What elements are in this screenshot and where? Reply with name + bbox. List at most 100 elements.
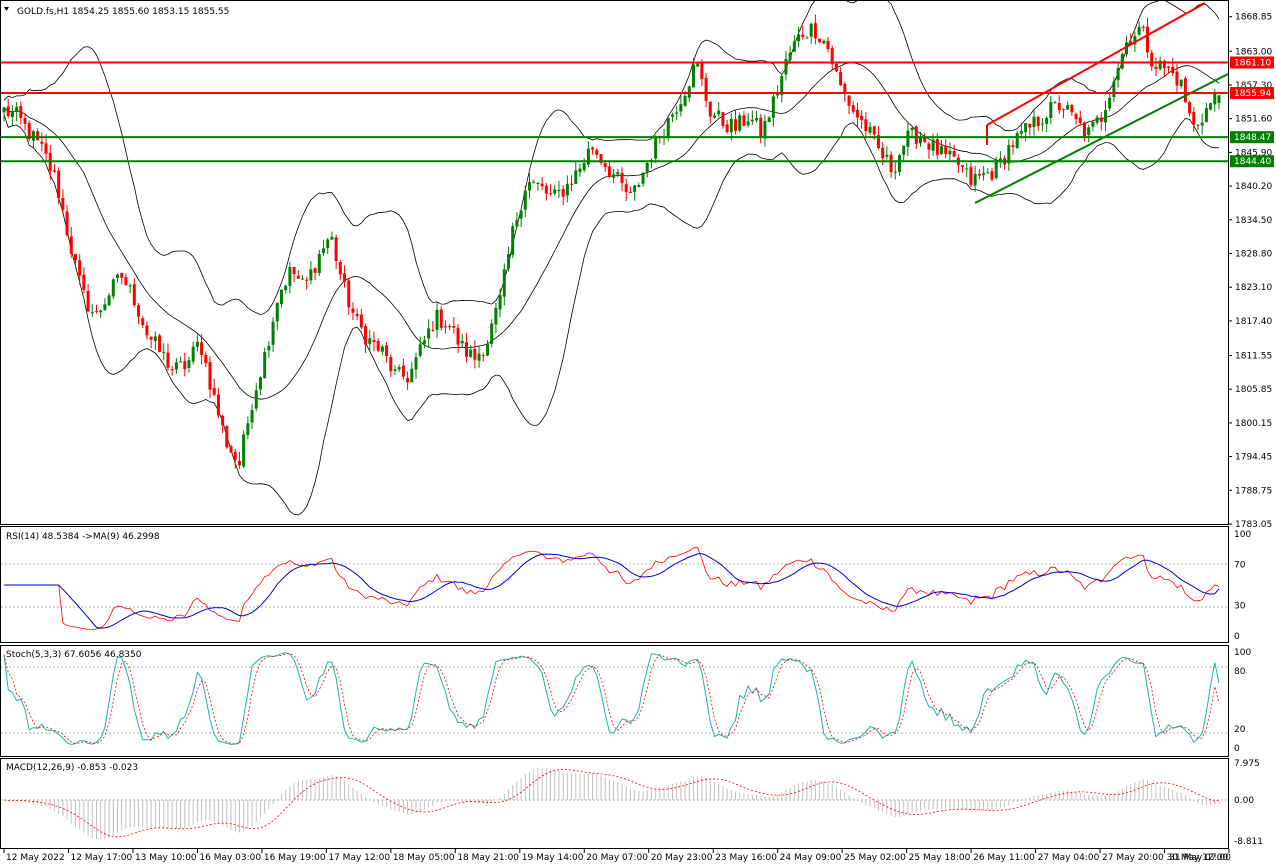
price-tick-label: 1817.40 xyxy=(1235,317,1272,327)
candle-bull xyxy=(469,349,473,357)
candle-bull xyxy=(1049,101,1053,119)
candle-bear xyxy=(40,141,44,144)
candle-bear xyxy=(204,355,208,364)
price-tick-label: 1823.10 xyxy=(1235,283,1272,293)
candle-bear xyxy=(481,355,485,357)
candle-bull xyxy=(2,107,6,113)
candle-bull xyxy=(763,120,767,139)
candle-bear xyxy=(1141,26,1145,28)
candle-bull xyxy=(788,52,792,60)
candle-bull xyxy=(532,181,536,183)
price-axis: 1868.85 1863.00 1857.30 1851.60 1845.90 1840.… xyxy=(1228,13,1272,530)
candle-bear xyxy=(1129,41,1133,45)
candle-bull xyxy=(986,172,990,174)
rsi-axis-label: 70 xyxy=(1234,561,1246,571)
candle-bull xyxy=(767,117,771,122)
rsi-axis-label: 30 xyxy=(1234,601,1246,611)
candle-bull xyxy=(902,145,906,155)
band-upper-line xyxy=(3,0,1220,316)
candle-bear xyxy=(872,126,876,135)
price-tick-label: 1788.75 xyxy=(1235,486,1272,496)
candle-bear xyxy=(57,170,61,199)
candle-bull xyxy=(288,267,292,286)
candle-bull xyxy=(271,321,275,345)
candle-bear xyxy=(36,131,40,141)
candle-bull xyxy=(393,369,397,371)
candle-bear xyxy=(334,237,338,261)
candle-bear xyxy=(1061,108,1065,110)
time-tick-label: 20 May 07:00 xyxy=(586,853,648,863)
candle-bear xyxy=(132,284,136,306)
rsi-axis: 100 70 30 0 xyxy=(1234,530,1251,642)
candle-bear xyxy=(847,95,851,106)
candle-bear xyxy=(61,198,65,210)
candle-bull xyxy=(1179,79,1183,87)
candle-bear xyxy=(158,335,162,352)
candle-bull xyxy=(965,168,969,170)
level-tag-label: 1855.94 xyxy=(1234,89,1271,99)
candle-bear xyxy=(969,167,973,185)
macd-axis-label: 7.975 xyxy=(1234,759,1260,769)
main-header-label: GOLD.fs,H1 1854.25 1855.60 1853.15 1855.… xyxy=(17,7,229,17)
candle-bull xyxy=(275,302,279,322)
candle-bull xyxy=(242,434,246,467)
candle-bull xyxy=(696,63,700,67)
candle-bear xyxy=(881,147,885,159)
candle-bear xyxy=(456,328,460,345)
candle-bull xyxy=(654,136,658,159)
candle-bull xyxy=(528,182,532,191)
level-tag-label: 1844.40 xyxy=(1234,157,1271,167)
candle-bull xyxy=(1095,117,1099,123)
price-tick-label: 1840.20 xyxy=(1235,182,1272,192)
candle-bear xyxy=(78,260,82,276)
stoch-axis-label: 20 xyxy=(1234,725,1246,735)
candle-bull xyxy=(460,340,464,344)
candle-bull xyxy=(683,95,687,106)
level-tag-box xyxy=(1230,131,1274,144)
candle-bear xyxy=(137,305,141,317)
candle-bear xyxy=(86,290,90,312)
time-tick-label: 31 May 07:00 xyxy=(1169,853,1231,863)
candle-bear xyxy=(82,274,86,290)
candle-bull xyxy=(1015,133,1019,148)
candle-bull xyxy=(1091,121,1095,127)
candle-bull xyxy=(485,344,489,356)
stoch-label: Stoch(5,3,3) 67.6056 46.8350 xyxy=(6,650,142,660)
time-tick-label: 19 May 14:00 xyxy=(522,853,584,863)
candle-bull xyxy=(675,112,679,114)
price-tick-label: 1828.80 xyxy=(1235,249,1272,259)
candle-bull xyxy=(258,377,262,390)
horizontal-levels[interactable] xyxy=(1,61,1228,163)
candle-bull xyxy=(1007,145,1011,164)
time-tick-label: 17 May 12:00 xyxy=(328,853,390,863)
candle-bear xyxy=(961,165,965,167)
candle-bull xyxy=(1116,68,1120,81)
candle-bull xyxy=(1053,102,1057,104)
candle-bear xyxy=(200,342,204,355)
candle-bull xyxy=(1158,60,1162,70)
candle-bull xyxy=(477,353,481,361)
candle-bear xyxy=(1162,60,1166,68)
time-tick-label: 16 May 19:00 xyxy=(264,853,326,863)
macd-axis-label: -8.811 xyxy=(1234,837,1263,847)
trend-channel[interactable] xyxy=(974,2,1229,204)
candle-bear xyxy=(1078,117,1082,123)
candle-bear xyxy=(839,72,843,86)
candle-bear xyxy=(864,119,868,132)
collapse-triangle-icon[interactable] xyxy=(4,7,9,11)
price-tick-label: 1834.50 xyxy=(1235,216,1272,226)
candle-bear xyxy=(439,309,443,328)
candle-bull xyxy=(250,410,254,423)
candle-bull xyxy=(776,93,780,96)
candle-bear xyxy=(544,185,548,194)
candle-bear xyxy=(149,336,153,340)
candle-bull xyxy=(380,346,384,352)
candle-bull xyxy=(1040,123,1044,125)
candle-bull xyxy=(1133,36,1137,45)
channel-upper-line[interactable] xyxy=(986,2,1206,126)
stoch-axis: 100 80 20 0 xyxy=(1234,648,1251,754)
candle-bear xyxy=(801,34,805,38)
macd-histogram xyxy=(7,767,1220,840)
channel-lower-line[interactable] xyxy=(974,73,1229,204)
